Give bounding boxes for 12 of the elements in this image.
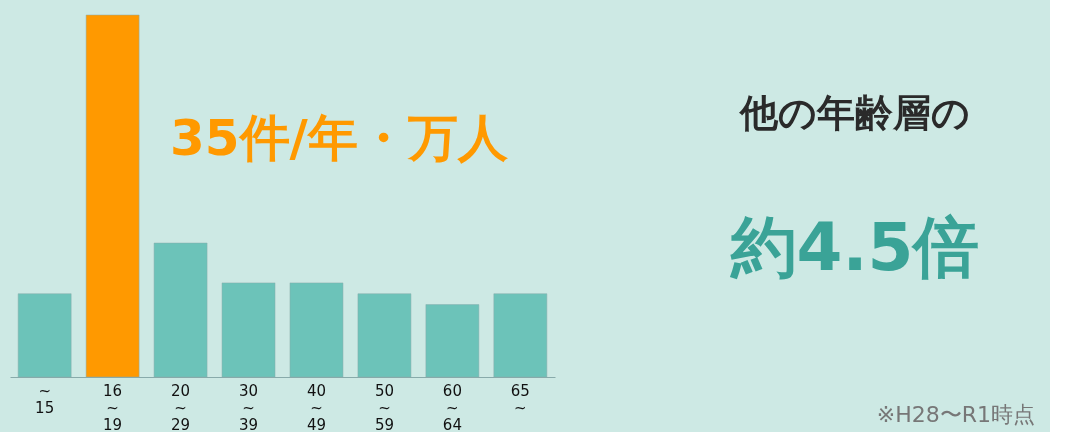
x-tick-label: 20 ~ 29 [171, 381, 191, 434]
x-tick-label: 30 ~ 39 [238, 381, 259, 434]
x-tick-label: 40 ~ 49 [306, 381, 327, 434]
text: ※H28〜R1時点 [876, 402, 1035, 427]
x-tick-label: 16 ~ 19 [103, 381, 123, 434]
x-tick-label: 50 ~ 59 [374, 381, 394, 434]
text: 約4.5倍 [728, 209, 980, 286]
text: 他の年齢層の [738, 91, 970, 135]
x-tick-label: 60 ~ 64 [442, 381, 462, 434]
x-tick-label: ~ 15 [35, 381, 55, 417]
annotation: 35件/年・万人 [170, 109, 508, 167]
x-tick-label: 65 ~ [510, 381, 530, 417]
